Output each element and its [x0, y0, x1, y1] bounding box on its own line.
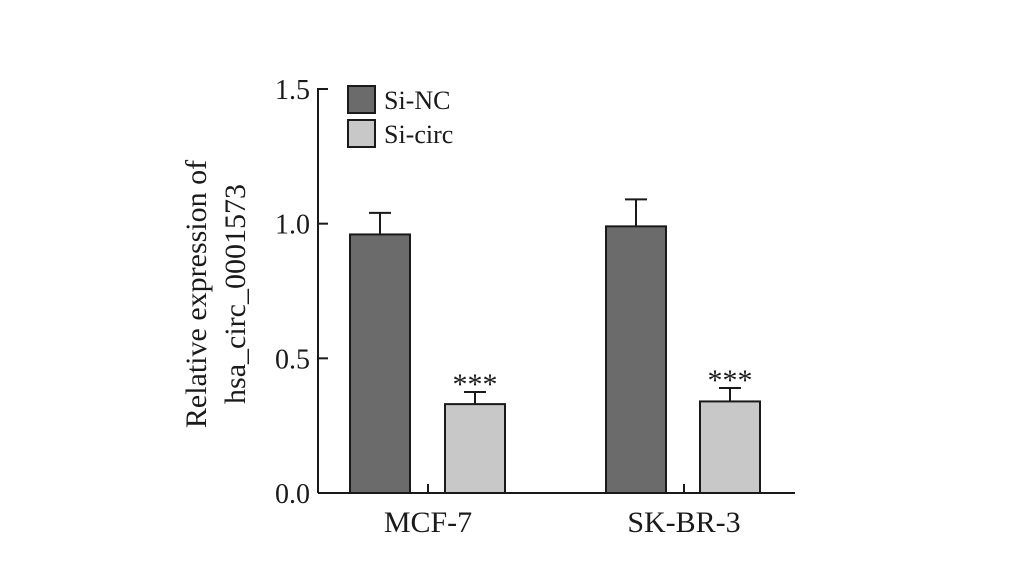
y-axis-label: Relative expression of hsa_circ_0001573: [180, 160, 252, 428]
error-bars: [369, 198, 741, 405]
legend-label: Si-NC: [384, 86, 450, 115]
y-axis-label-line-1: Relative expression of: [180, 160, 213, 428]
legend-swatch: [347, 85, 376, 114]
y-tick-label: 0.0: [275, 479, 310, 510]
legend: Si-NC Si-circ: [347, 85, 453, 149]
bar-si-circ-sk-br-3: [699, 400, 761, 494]
bars: [349, 225, 761, 495]
x-tick-label: MCF-7: [384, 506, 472, 539]
significance-annotations: *** ***: [453, 364, 753, 401]
legend-swatch: [347, 119, 376, 148]
x-axis-ticks: MCF-7 SK-BR-3: [384, 484, 741, 539]
bar-si-circ-mcf-7: [444, 403, 506, 494]
bar-si-nc-mcf-7: [349, 233, 411, 494]
significance-label: ***: [453, 368, 498, 401]
y-tick-label: 1.0: [275, 210, 310, 241]
y-tick-label: 1.5: [275, 75, 310, 106]
y-axis-label-line-2: hsa_circ_0001573: [219, 184, 252, 404]
y-tick-label: 0.5: [275, 344, 310, 375]
significance-label: ***: [708, 364, 753, 397]
x-tick-label: SK-BR-3: [627, 506, 740, 539]
bar-si-nc-sk-br-3: [605, 225, 667, 495]
y-axis-ticks: 0.0 0.5 1.0 1.5: [275, 75, 328, 510]
legend-label: Si-circ: [384, 120, 453, 149]
